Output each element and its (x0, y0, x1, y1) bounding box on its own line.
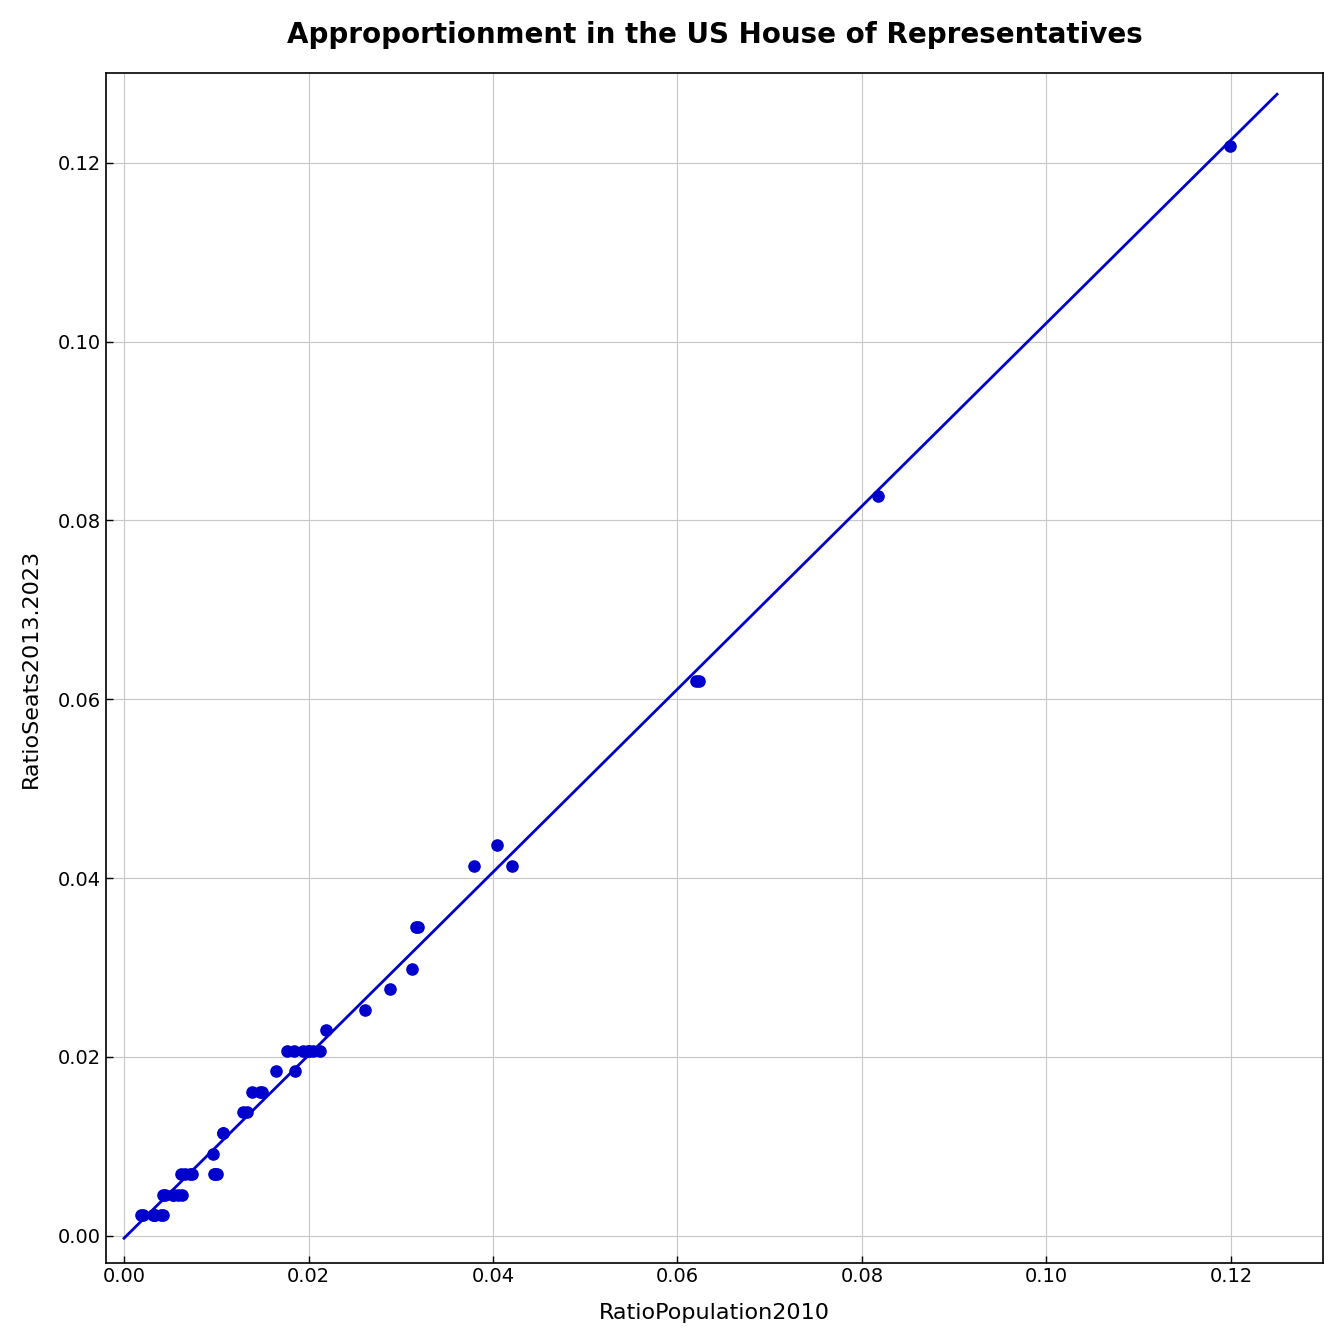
Point (285, 1060, 306, 1082)
Point (142, 1204, 164, 1226)
Point (402, 958, 423, 980)
Point (242, 1081, 263, 1102)
Point (405, 917, 426, 938)
Point (251, 1081, 273, 1102)
Point (464, 855, 485, 876)
Point (144, 1204, 165, 1226)
Point (171, 1164, 192, 1185)
Point (212, 1122, 234, 1144)
Point (180, 1164, 202, 1185)
Point (297, 1040, 319, 1062)
Point (353, 999, 375, 1020)
Point (130, 1204, 152, 1226)
Point (233, 1102, 254, 1124)
Point (181, 1164, 203, 1185)
Point (212, 1122, 234, 1144)
Point (203, 1142, 224, 1164)
X-axis label: RatioPopulation2010: RatioPopulation2010 (599, 1304, 829, 1322)
Point (314, 1020, 336, 1042)
Point (407, 917, 429, 938)
Point (133, 1204, 155, 1226)
Point (163, 1184, 184, 1206)
Point (237, 1102, 258, 1124)
Point (167, 1184, 188, 1206)
Point (685, 671, 707, 692)
Point (142, 1204, 164, 1226)
Point (152, 1204, 173, 1226)
Point (276, 1040, 297, 1062)
Point (206, 1164, 227, 1185)
Point (265, 1060, 286, 1082)
Point (298, 1040, 320, 1062)
Point (250, 1081, 271, 1102)
Point (204, 1164, 226, 1185)
Y-axis label: RatioSeats2013.2023: RatioSeats2013.2023 (22, 548, 40, 788)
Point (302, 1040, 324, 1062)
Point (203, 1164, 224, 1185)
Point (163, 1184, 184, 1206)
Point (379, 978, 401, 1000)
Point (487, 835, 508, 856)
Point (501, 855, 523, 876)
Point (1219, 136, 1241, 157)
Point (175, 1164, 196, 1185)
Point (152, 1184, 173, 1206)
Point (284, 1040, 305, 1062)
Point (309, 1040, 331, 1062)
Point (171, 1184, 192, 1206)
Point (155, 1184, 176, 1206)
Point (688, 671, 710, 692)
Point (149, 1204, 171, 1226)
Point (292, 1040, 313, 1062)
Point (867, 485, 888, 507)
Title: Approportionment in the US House of Representatives: Approportionment in the US House of Repr… (286, 22, 1142, 48)
